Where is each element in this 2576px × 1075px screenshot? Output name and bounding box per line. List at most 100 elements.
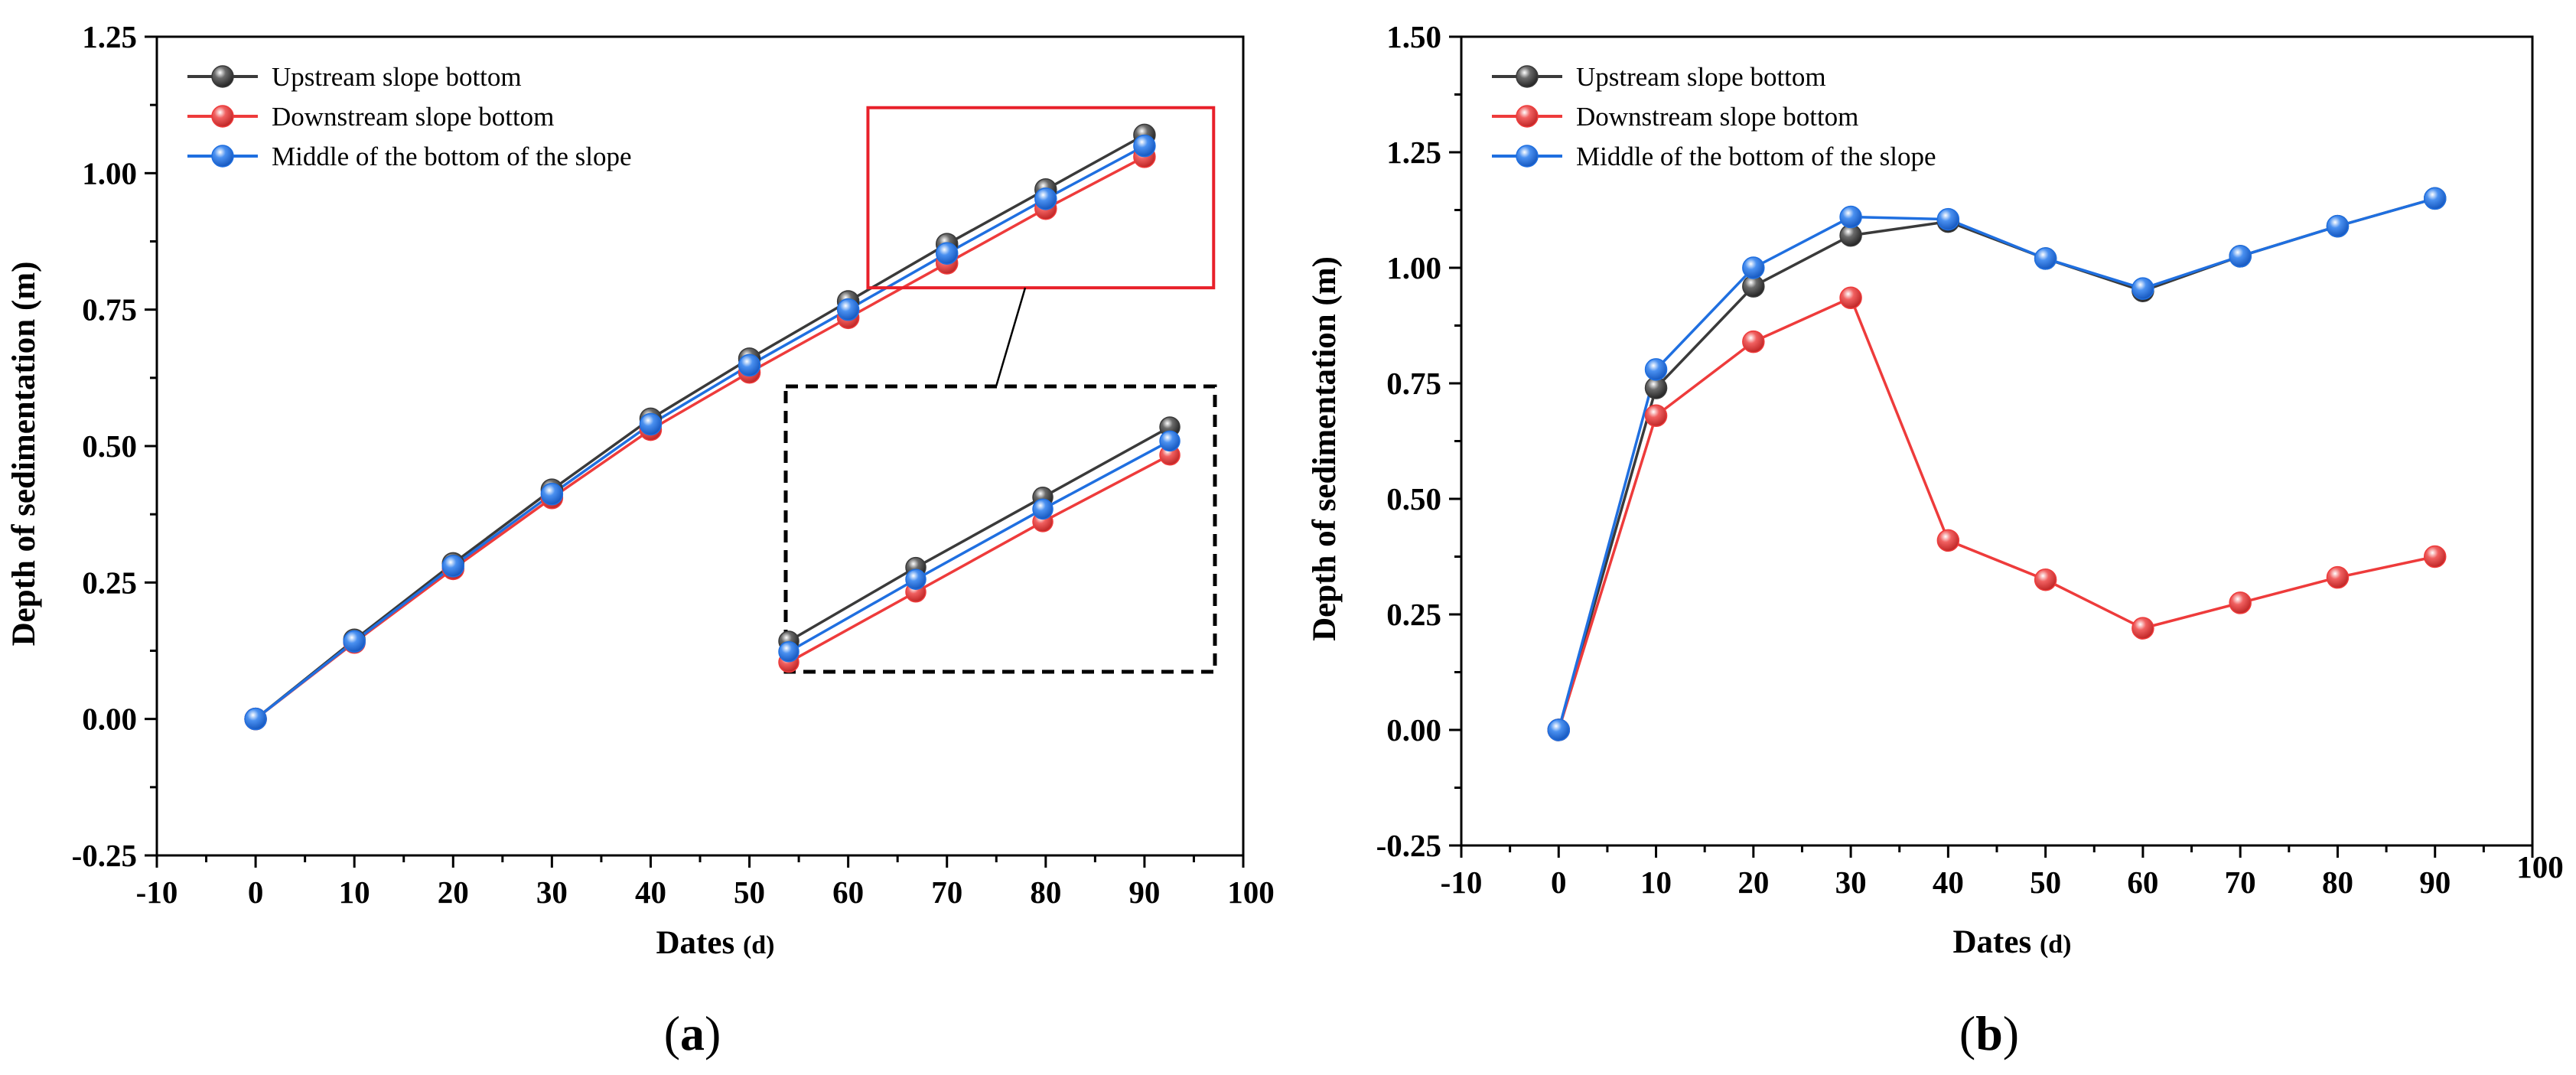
- data-point: [2034, 247, 2057, 270]
- y-tick-label: 1.25: [1386, 135, 1441, 170]
- y-tick-label: 0.50: [1386, 481, 1441, 516]
- x-tick-label: 70: [2225, 865, 2256, 900]
- y-tick-label: 1.00: [1386, 250, 1441, 285]
- x-axis-title: Dates (d): [656, 925, 774, 961]
- y-tick-label: 0.00: [82, 702, 137, 737]
- data-point: [2034, 568, 2057, 591]
- data-point: [836, 298, 860, 321]
- x-axis-title-name: Dates: [656, 925, 742, 961]
- y-tick-label: 0.25: [82, 565, 137, 600]
- series-line: [254, 133, 1145, 721]
- data-point: [1034, 187, 1057, 210]
- y-axis-title: Depth of sedimentation (m): [1307, 256, 1343, 641]
- x-tick-label: 30: [1835, 865, 1867, 900]
- panel-label-close: ): [2003, 1006, 2019, 1060]
- data-point: [1839, 286, 1862, 310]
- series-line: [1557, 295, 2436, 731]
- data-point: [2229, 245, 2252, 268]
- x-tick-label: 60: [2127, 865, 2158, 900]
- y-axis-title: Depth of sedimentation (m): [6, 262, 42, 647]
- data-point: [441, 555, 465, 578]
- panel-label: (a): [664, 1006, 721, 1060]
- x-tick-label: 80: [2322, 865, 2353, 900]
- y-tick-label: 0.50: [82, 428, 137, 464]
- x-tick-label: 60: [832, 875, 864, 910]
- data-point: [1742, 330, 1765, 353]
- data-point: [1159, 430, 1181, 452]
- x-axis-title: Dates (d): [1952, 924, 2071, 960]
- x-tick-label: 10: [339, 875, 370, 910]
- data-point: [2131, 277, 2154, 300]
- x-tick-label: 0: [248, 875, 264, 910]
- zoom-region-box: [866, 106, 1216, 290]
- panel-label-letter: b: [1975, 1006, 2003, 1060]
- panel-label: (b): [1959, 1006, 2019, 1060]
- data-point: [1936, 207, 1960, 231]
- series-line: [1557, 197, 2436, 731]
- panel-label-open: (: [1959, 1006, 1975, 1060]
- y-tick-label: -0.25: [1376, 828, 1441, 863]
- legend-marker: [211, 145, 234, 168]
- legend-marker: [211, 65, 234, 88]
- x-tick-label: 90: [2419, 865, 2451, 900]
- x-tick-label: 100: [1227, 875, 1275, 910]
- data-point: [1936, 529, 1960, 552]
- data-point: [1839, 205, 1862, 229]
- x-tick-label: 90: [1128, 875, 1160, 910]
- chart-a: -10 0 10 20 30 40 50 60 70 80 90 100 -0.25 0.00 0.25 0.…: [6, 19, 1275, 1060]
- legend-marker: [1516, 105, 1539, 128]
- legend-entry: Downstream slope bottom: [272, 102, 554, 132]
- x-tick-label: 40: [1933, 865, 1964, 900]
- series-line: [1557, 197, 2436, 731]
- data-point: [1133, 134, 1156, 158]
- legend-entry: Upstream slope bottom: [1576, 62, 1826, 92]
- y-tick-label: 1.50: [1386, 19, 1441, 54]
- zoom-connector: [995, 287, 1027, 387]
- series-line: [788, 454, 1171, 664]
- data-point: [2423, 187, 2447, 210]
- x-tick-label: 70: [931, 875, 962, 910]
- y-tick-label: -0.25: [72, 838, 137, 873]
- zoom-inset-plot: [778, 416, 1181, 673]
- x-tick-label: -10: [136, 875, 178, 910]
- legend-entry: Downstream slope bottom: [1576, 102, 1858, 132]
- data-point: [778, 641, 800, 663]
- x-axis-title-name: Dates: [1952, 924, 2039, 960]
- data-point: [343, 630, 366, 653]
- x-tick-label: 80: [1030, 875, 1061, 910]
- data-point: [1644, 358, 1668, 381]
- series-line: [255, 155, 1145, 721]
- data-point: [2131, 617, 2154, 640]
- y-tick-label: 1.25: [82, 19, 137, 54]
- panel-label-close: ): [705, 1006, 721, 1060]
- x-tick-label: 50: [734, 875, 765, 910]
- data-point: [1742, 256, 1765, 279]
- x-tick-label: 50: [2030, 865, 2061, 900]
- y-tick-label: 0.75: [1386, 366, 1441, 401]
- legend-entry: Middle of the bottom of the slope: [1576, 142, 1936, 171]
- series-line: [255, 145, 1145, 721]
- legend-entry: Upstream slope bottom: [272, 62, 522, 92]
- legend-marker: [1516, 145, 1539, 168]
- x-tick-label: 20: [438, 875, 469, 910]
- data-point: [1644, 404, 1668, 428]
- x-tick-label: 40: [635, 875, 666, 910]
- x-tick-label: 100: [2516, 849, 2564, 884]
- x-tick-label: 20: [1737, 865, 1769, 900]
- data-point: [935, 242, 959, 265]
- y-tick-label: 0.00: [1386, 712, 1441, 748]
- data-point: [1032, 498, 1054, 520]
- legend-entry: Middle of the bottom of the slope: [272, 142, 631, 171]
- panel-label-letter: a: [680, 1006, 705, 1060]
- chart-b: -10 0 10 20 30 40 50 60 70 80 90 100 -0.25 0.00 0.25 0.…: [1307, 19, 2564, 1060]
- data-point: [738, 353, 761, 377]
- x-tick-label: 10: [1640, 865, 1672, 900]
- x-tick-label: 30: [536, 875, 568, 910]
- data-point: [2326, 565, 2350, 589]
- data-point: [2229, 591, 2252, 614]
- data-point: [639, 412, 663, 436]
- y-tick-label: 0.75: [82, 292, 137, 327]
- data-point: [244, 707, 267, 731]
- legend-marker: [211, 105, 234, 128]
